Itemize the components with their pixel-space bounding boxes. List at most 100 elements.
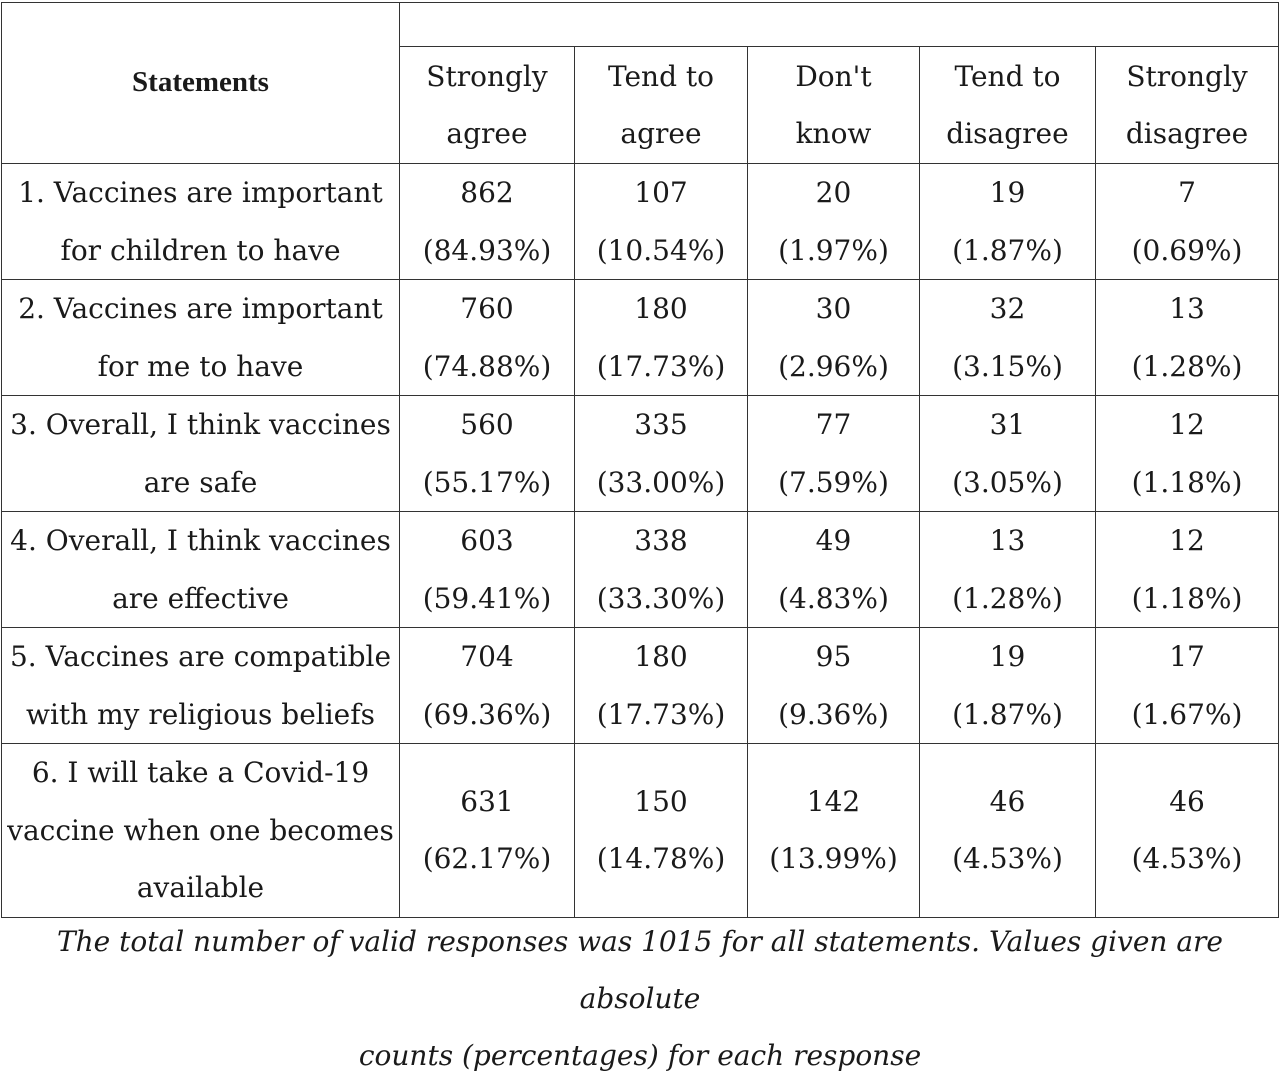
column-header: Tend to agree: [574, 46, 748, 164]
response-count: 180: [634, 292, 688, 325]
response-count: 704: [460, 640, 514, 673]
response-cell: 760 (74.88%): [399, 279, 575, 396]
response-count: 31: [989, 408, 1026, 441]
column-header: Don't know: [747, 46, 920, 164]
statement-line: are safe: [143, 465, 258, 499]
response-cell: 19 (1.87%): [919, 163, 1096, 280]
note-line-2: counts (percentages) for each response: [358, 1039, 922, 1072]
response-cell: 335 (33.00%): [574, 395, 748, 512]
statement-line: with my religious beliefs: [26, 697, 375, 731]
response-percentage: (1.18%): [1131, 465, 1243, 499]
column-header: Strongly disagree: [1094, 46, 1280, 164]
header-top-row: Statements: [1, 2, 1280, 164]
response-cell: 7 (0.69%): [1094, 163, 1280, 280]
response-cell: 338 (33.30%): [574, 511, 748, 628]
table-row: 1. Vaccines are important for children to…: [1, 163, 1280, 280]
response-percentage: (62.17%): [422, 842, 552, 876]
response-count: 603: [460, 524, 514, 557]
table-note: The total number of valid responses was …: [0, 913, 1280, 1084]
response-cell: 150 (14.78%): [574, 743, 748, 918]
response-count: 95: [815, 640, 852, 673]
response-cell: 12 (1.18%): [1094, 511, 1280, 628]
response-cell: 30 (2.96%): [747, 279, 920, 396]
column-header-line: know: [795, 117, 872, 150]
response-count: 13: [989, 524, 1026, 557]
column-header-line: Tend to: [954, 59, 1061, 93]
table-row: 4. Overall, I think vaccines are effectiv…: [1, 511, 1280, 628]
statement-line: 6. I will take a Covid-19: [31, 756, 370, 789]
response-percentage: (74.88%): [422, 349, 552, 383]
response-percentage: (4.53%): [1131, 842, 1243, 876]
header-spanner: [398, 2, 1280, 47]
response-count: 150: [634, 784, 688, 818]
response-percentage: (17.73%): [596, 349, 726, 383]
column-header-line: Don't: [795, 59, 872, 93]
response-percentage: (1.67%): [1131, 697, 1243, 731]
column-header: Strongly agree: [399, 46, 575, 164]
response-count: 77: [815, 408, 852, 441]
response-percentage: (1.87%): [952, 233, 1063, 267]
response-cell: 13 (1.28%): [1094, 279, 1280, 396]
response-cell: 77 (7.59%): [747, 395, 920, 512]
statement-line: 3. Overall, I think vaccines: [10, 408, 391, 441]
statement-cell: 2. Vaccines are important for me to have: [1, 279, 400, 396]
response-count: 32: [989, 292, 1026, 325]
response-percentage: (33.00%): [596, 465, 726, 499]
response-percentage: (4.83%): [778, 581, 889, 615]
response-count: 20: [815, 176, 852, 209]
statement-cell: 5. Vaccines are compatible with my religi…: [1, 627, 400, 744]
header-row: Strongly agree Tend to agree Don't know Tend t…: [2, 46, 1280, 164]
response-count: 46: [989, 784, 1026, 818]
column-header-line: Tend to: [607, 59, 715, 93]
response-cell: 17 (1.67%): [1094, 627, 1280, 744]
response-percentage: (9.36%): [778, 697, 889, 731]
response-percentage: (3.15%): [952, 349, 1063, 383]
results-table: Statements Strongly agree Tend to agree Don'…: [1, 2, 1280, 918]
response-percentage: (7.59%): [778, 465, 889, 499]
response-percentage: (14.78%): [596, 842, 726, 876]
response-count: 7: [1178, 176, 1196, 209]
statement-cell: 4. Overall, I think vaccines are effectiv…: [1, 511, 400, 628]
statement-cell: 3. Overall, I think vaccines are safe: [1, 395, 400, 512]
statement-line: are effective: [112, 581, 289, 615]
response-count: 142: [806, 784, 861, 818]
response-percentage: (55.17%): [422, 465, 552, 499]
response-percentage: (13.99%): [769, 842, 898, 876]
statement-cell: 1. Vaccines are important for children to…: [1, 163, 400, 280]
response-cell: 49 (4.83%): [747, 511, 920, 628]
response-percentage: (17.73%): [596, 697, 726, 731]
table-row: 5. Vaccines are compatible with my religi…: [1, 627, 1280, 744]
response-count: 19: [989, 640, 1026, 673]
response-percentage: (33.30%): [596, 581, 726, 615]
response-percentage: (1.28%): [952, 581, 1063, 615]
response-percentage: (69.36%): [422, 697, 552, 731]
response-percentage: (1.97%): [778, 233, 889, 267]
response-cell: 180 (17.73%): [574, 279, 748, 396]
response-cell: 12 (1.18%): [1094, 395, 1280, 512]
response-percentage: (1.18%): [1131, 581, 1243, 615]
response-percentage: (2.96%): [778, 349, 889, 383]
statement-line: 5. Vaccines are compatible: [9, 640, 392, 673]
statement-line: available: [136, 871, 265, 904]
response-percentage: (3.05%): [952, 465, 1063, 499]
statement-line: 2. Vaccines are important: [18, 292, 383, 325]
statement-line: for children to have: [60, 233, 341, 267]
response-percentage: (84.93%): [422, 233, 552, 267]
response-cell: 95 (9.36%): [747, 627, 920, 744]
response-cell: 19 (1.87%): [919, 627, 1096, 744]
statement-line: 1. Vaccines are important: [18, 176, 383, 209]
response-count: 12: [1169, 524, 1205, 557]
response-count: 631: [460, 784, 514, 818]
column-header-line: agree: [620, 117, 702, 150]
response-cell: 631 (62.17%): [399, 743, 575, 918]
response-count: 19: [989, 176, 1026, 209]
response-cell: 46 (4.53%): [1094, 743, 1280, 918]
response-count: 862: [460, 176, 514, 209]
table-row: 2. Vaccines are important for me to have 7…: [1, 279, 1280, 396]
column-header-line: Strongly: [426, 59, 548, 93]
statement-cell: 6. I will take a Covid-19 vaccine when on…: [1, 743, 400, 918]
response-count: 335: [634, 408, 688, 441]
response-cell: 862 (84.93%): [399, 163, 575, 280]
statement-line: 4. Overall, I think vaccines: [10, 524, 391, 557]
response-count: 107: [634, 176, 688, 209]
